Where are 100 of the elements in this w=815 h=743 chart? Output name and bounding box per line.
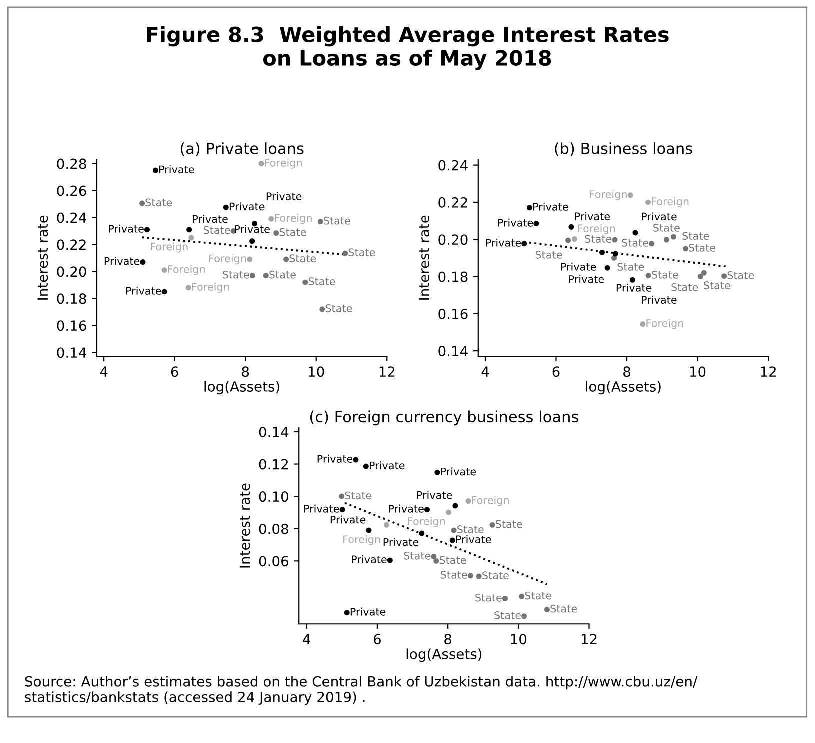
x-tick-label: 8: [444, 634, 452, 645]
point: [320, 306, 326, 312]
text: State: [652, 270, 678, 279]
x-tick-label: 4: [303, 634, 311, 644]
point: [353, 457, 359, 463]
point: [452, 503, 458, 509]
text: State: [618, 263, 644, 271]
series-label: Private: [304, 504, 340, 513]
point: [366, 528, 372, 534]
point: [434, 558, 440, 564]
point: [250, 238, 256, 244]
text: State: [440, 570, 468, 579]
y-tick-label: 0.24: [438, 160, 468, 171]
point: [566, 238, 572, 244]
x-tick-label: 4: [100, 366, 108, 377]
y-tick-label: 0.14: [438, 346, 468, 357]
text: State: [654, 224, 680, 232]
point: [649, 241, 655, 247]
text: State: [404, 552, 431, 560]
point: [698, 274, 704, 280]
y-tick-label: 0.18: [57, 294, 86, 304]
text: State: [622, 239, 648, 247]
point: [140, 259, 146, 266]
text: State: [682, 232, 710, 240]
text: State: [536, 250, 562, 259]
point: [502, 596, 508, 602]
text: Private: [266, 192, 302, 200]
text: Private: [569, 275, 604, 284]
text: Private: [160, 165, 194, 174]
text: State: [146, 198, 172, 207]
text: Foreign: [151, 242, 188, 253]
series-label: State: [494, 612, 521, 620]
point: [274, 230, 280, 236]
point: [646, 273, 652, 279]
text: State: [728, 272, 754, 280]
point: [468, 573, 474, 579]
point: [139, 200, 146, 206]
text: Private: [384, 538, 419, 546]
point: [186, 285, 192, 291]
text: Private: [370, 462, 405, 470]
y-tick-label: 0.22: [57, 240, 86, 250]
y-tick-label: 0.18: [438, 272, 468, 282]
text: Foreign: [275, 214, 312, 224]
point: [604, 265, 610, 271]
y-tick-label: 0.14: [259, 426, 289, 438]
text: State: [550, 604, 578, 613]
series-label: Foreign: [472, 496, 509, 506]
text: State: [440, 556, 466, 564]
y-tick-label: 0.20: [438, 234, 468, 246]
series-label: Private: [498, 218, 534, 227]
series-label: State: [204, 226, 230, 234]
text: Private: [486, 238, 522, 247]
point: [612, 251, 618, 257]
text: Foreign: [265, 158, 302, 169]
x-tick-label: 6: [171, 366, 178, 378]
point: [268, 216, 274, 222]
text: State: [223, 270, 250, 279]
text: Foreign: [192, 282, 230, 293]
series-label: Private: [104, 257, 140, 266]
x-axis-title: log(Assets): [406, 648, 482, 662]
point: [263, 272, 269, 278]
text: Foreign: [652, 197, 689, 208]
text: State: [326, 304, 352, 312]
point: [519, 594, 525, 600]
y-axis-title: Interest rate: [419, 216, 430, 300]
text: Private: [350, 608, 386, 616]
text: Private: [441, 468, 476, 476]
point: [632, 230, 638, 236]
text: Private: [109, 224, 144, 233]
point: [544, 606, 550, 613]
text: State: [324, 216, 350, 225]
text: Foreign: [578, 224, 616, 235]
point: [419, 530, 425, 536]
point: [701, 270, 707, 276]
point: [186, 227, 192, 233]
point: [384, 522, 390, 528]
text: State: [270, 270, 296, 279]
point: [628, 192, 634, 198]
point: [534, 221, 540, 227]
text: Private: [616, 284, 652, 292]
text: State: [308, 278, 336, 286]
x-tick-label: 4: [482, 366, 490, 377]
text: State: [348, 248, 376, 256]
x-tick-label: 10: [511, 634, 527, 645]
x-tick-label: 8: [624, 366, 630, 378]
y-tick-label: 0.24: [57, 212, 86, 224]
x-tick-label: 12: [582, 634, 597, 644]
point: [522, 614, 528, 620]
y-tick-label: 0.16: [438, 308, 468, 320]
y-tick-label: 0.26: [57, 186, 86, 196]
point: [340, 507, 346, 513]
y-tick-label: 0.22: [438, 197, 468, 208]
series-label: Foreign: [210, 254, 246, 265]
point: [682, 246, 689, 252]
point: [152, 168, 158, 174]
text: Private: [642, 212, 677, 221]
y-axis-title: Interest rate: [240, 484, 250, 568]
point: [522, 241, 528, 247]
text: Foreign: [408, 517, 446, 528]
text: Private: [193, 215, 228, 224]
